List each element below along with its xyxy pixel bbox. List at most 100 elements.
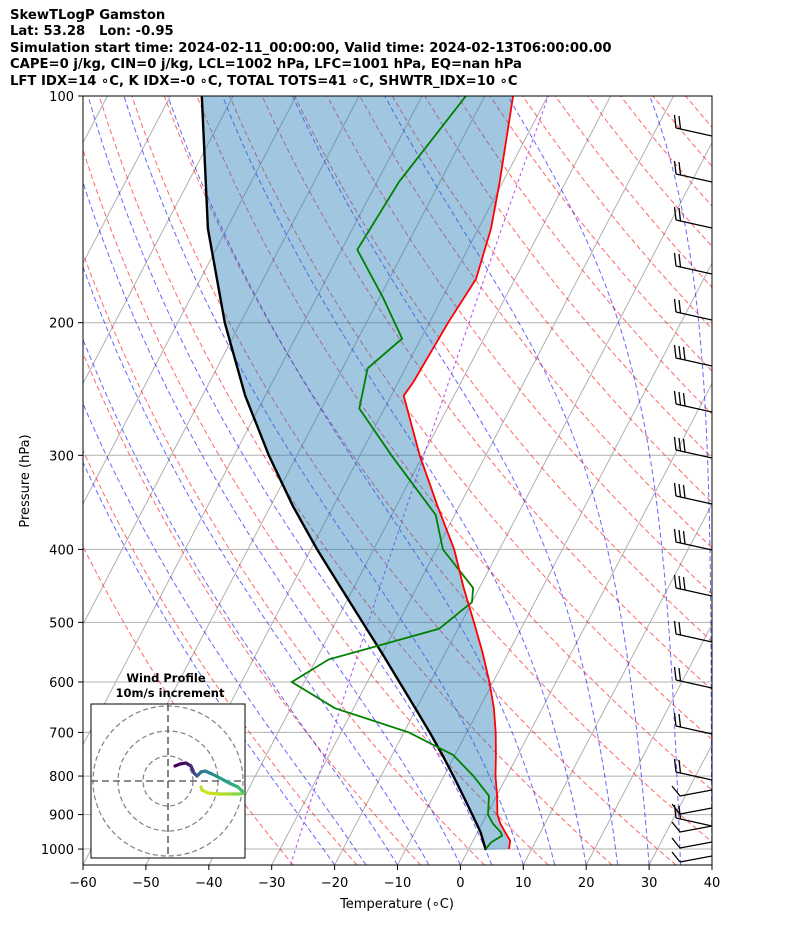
hodograph-segment bbox=[206, 791, 220, 796]
x-axis: −60 −50 −40 −30 −20 −10 0 10 20 30 40 bbox=[69, 865, 720, 891]
dry-adiabat bbox=[131, 96, 677, 865]
x-tick-label: −50 bbox=[132, 876, 159, 891]
wind-profile-inset: Wind Profile 10m/s increment bbox=[90, 671, 246, 859]
cape-cin-shading bbox=[201, 96, 514, 850]
y-tick-label: 300 bbox=[49, 449, 74, 464]
dry-adiabat bbox=[326, 96, 712, 595]
dry-adiabat bbox=[83, 148, 549, 865]
barb-shaft bbox=[675, 173, 712, 183]
barb-shaft bbox=[675, 449, 712, 459]
x-tick-label: −60 bbox=[69, 876, 96, 891]
dry-adiabat bbox=[587, 96, 712, 248]
wind-barb bbox=[673, 666, 712, 689]
moist-adiabat bbox=[123, 96, 524, 865]
wind-barb bbox=[671, 851, 712, 863]
y-tick-label: 800 bbox=[49, 770, 74, 785]
barb-shaft bbox=[675, 633, 712, 643]
y-tick-label: 100 bbox=[49, 90, 74, 105]
barb-shaft bbox=[675, 587, 712, 597]
barb-shaft bbox=[675, 127, 712, 137]
y-tick-label: 900 bbox=[49, 809, 74, 824]
barb-shaft bbox=[675, 679, 712, 689]
moist-adiabat bbox=[83, 180, 461, 865]
barb-feather bbox=[673, 206, 677, 221]
background-lines bbox=[83, 96, 762, 865]
barb-feather bbox=[682, 576, 686, 591]
isotherm-line bbox=[83, 96, 234, 385]
barb-shaft bbox=[679, 825, 712, 833]
isotherm-line bbox=[83, 96, 423, 746]
temperature-line bbox=[402, 96, 514, 850]
wind-barb bbox=[671, 785, 712, 797]
barb-shaft bbox=[675, 541, 712, 551]
x-axis-label: Temperature (∘C) bbox=[339, 897, 454, 912]
cape-line: CAPE=0 j/kg, CIN=0 j/kg, LCL=1002 hPa, L… bbox=[10, 57, 522, 73]
dry-adiabat bbox=[196, 96, 712, 791]
x-tick-label: 30 bbox=[641, 876, 658, 891]
barb-feather bbox=[678, 575, 682, 590]
wind-barb bbox=[673, 390, 712, 413]
dry-adiabat bbox=[83, 351, 422, 865]
x-tick-label: −40 bbox=[195, 876, 222, 891]
y-tick-label: 500 bbox=[49, 616, 74, 631]
barb-feather bbox=[671, 851, 681, 863]
dry-adiabat bbox=[83, 252, 485, 865]
mixing-ratio-line bbox=[290, 96, 549, 865]
y-tick-label: 600 bbox=[49, 676, 74, 691]
moist-adiabat bbox=[744, 96, 762, 865]
wind-barb bbox=[673, 344, 712, 367]
isotherm-line bbox=[271, 96, 674, 865]
isotherm-line bbox=[83, 96, 360, 626]
barb-feather bbox=[673, 528, 677, 543]
barb-feather bbox=[673, 482, 677, 497]
barb-feather bbox=[673, 114, 677, 129]
y-tick-label: 400 bbox=[49, 543, 74, 558]
wind-barb bbox=[673, 482, 712, 505]
barb-feather bbox=[678, 713, 682, 728]
wind-barb bbox=[673, 298, 712, 321]
barb-shaft bbox=[679, 841, 712, 849]
barb-feather bbox=[673, 666, 677, 681]
wind-barb bbox=[673, 252, 712, 275]
barb-feather bbox=[682, 392, 686, 407]
chart-title: SkewTLogP Gamston bbox=[10, 8, 166, 23]
barb-feather bbox=[678, 483, 682, 498]
isotherm-line bbox=[585, 623, 712, 865]
hodograph-segment bbox=[218, 776, 231, 785]
time-line: Simulation start time: 2024-02-11_00:00:… bbox=[10, 40, 612, 56]
barb-shaft bbox=[675, 725, 712, 735]
index-line: LFT IDX=14 ∘C, K IDX=-0 ∘C, TOTAL TOTS=4… bbox=[10, 73, 518, 89]
moist-adiabat bbox=[87, 96, 493, 865]
wind-barbs bbox=[671, 114, 712, 863]
dry-adiabat bbox=[83, 545, 294, 865]
barb-shaft bbox=[675, 771, 712, 781]
barb-feather bbox=[678, 115, 682, 130]
wind-barb bbox=[671, 837, 712, 849]
dry-adiabat bbox=[261, 96, 712, 691]
barb-feather bbox=[671, 821, 681, 833]
dry-adiabat bbox=[83, 449, 358, 865]
inset-subtitle: 10m/s increment bbox=[116, 686, 225, 700]
x-tick-label: 0 bbox=[456, 876, 464, 891]
barb-feather bbox=[673, 758, 677, 773]
isotherm-line bbox=[522, 502, 712, 865]
dry-adiabat bbox=[98, 96, 613, 865]
barb-feather bbox=[673, 298, 677, 313]
x-tick-label: −10 bbox=[384, 876, 411, 891]
barb-feather bbox=[673, 344, 677, 359]
barb-feather bbox=[671, 785, 681, 797]
isotherm-line bbox=[83, 96, 297, 505]
location-line: Lat: 53.28 Lon: -0.95 bbox=[10, 24, 174, 40]
y-tick-label: 700 bbox=[49, 726, 74, 741]
moist-adiabat bbox=[83, 461, 336, 865]
hodograph-segment bbox=[227, 781, 240, 789]
barb-feather bbox=[678, 253, 682, 268]
moist-adiabat bbox=[507, 96, 681, 865]
profile-lines bbox=[200, 96, 514, 851]
barb-feather bbox=[678, 667, 682, 682]
moist-adiabat bbox=[221, 96, 587, 865]
isotherm-line bbox=[648, 743, 712, 865]
isotherm-line bbox=[334, 141, 712, 865]
chart-header: SkewTLogP Gamston Lat: 53.28 Lon: -0.95 … bbox=[10, 8, 612, 90]
hodograph-segment bbox=[199, 785, 204, 792]
